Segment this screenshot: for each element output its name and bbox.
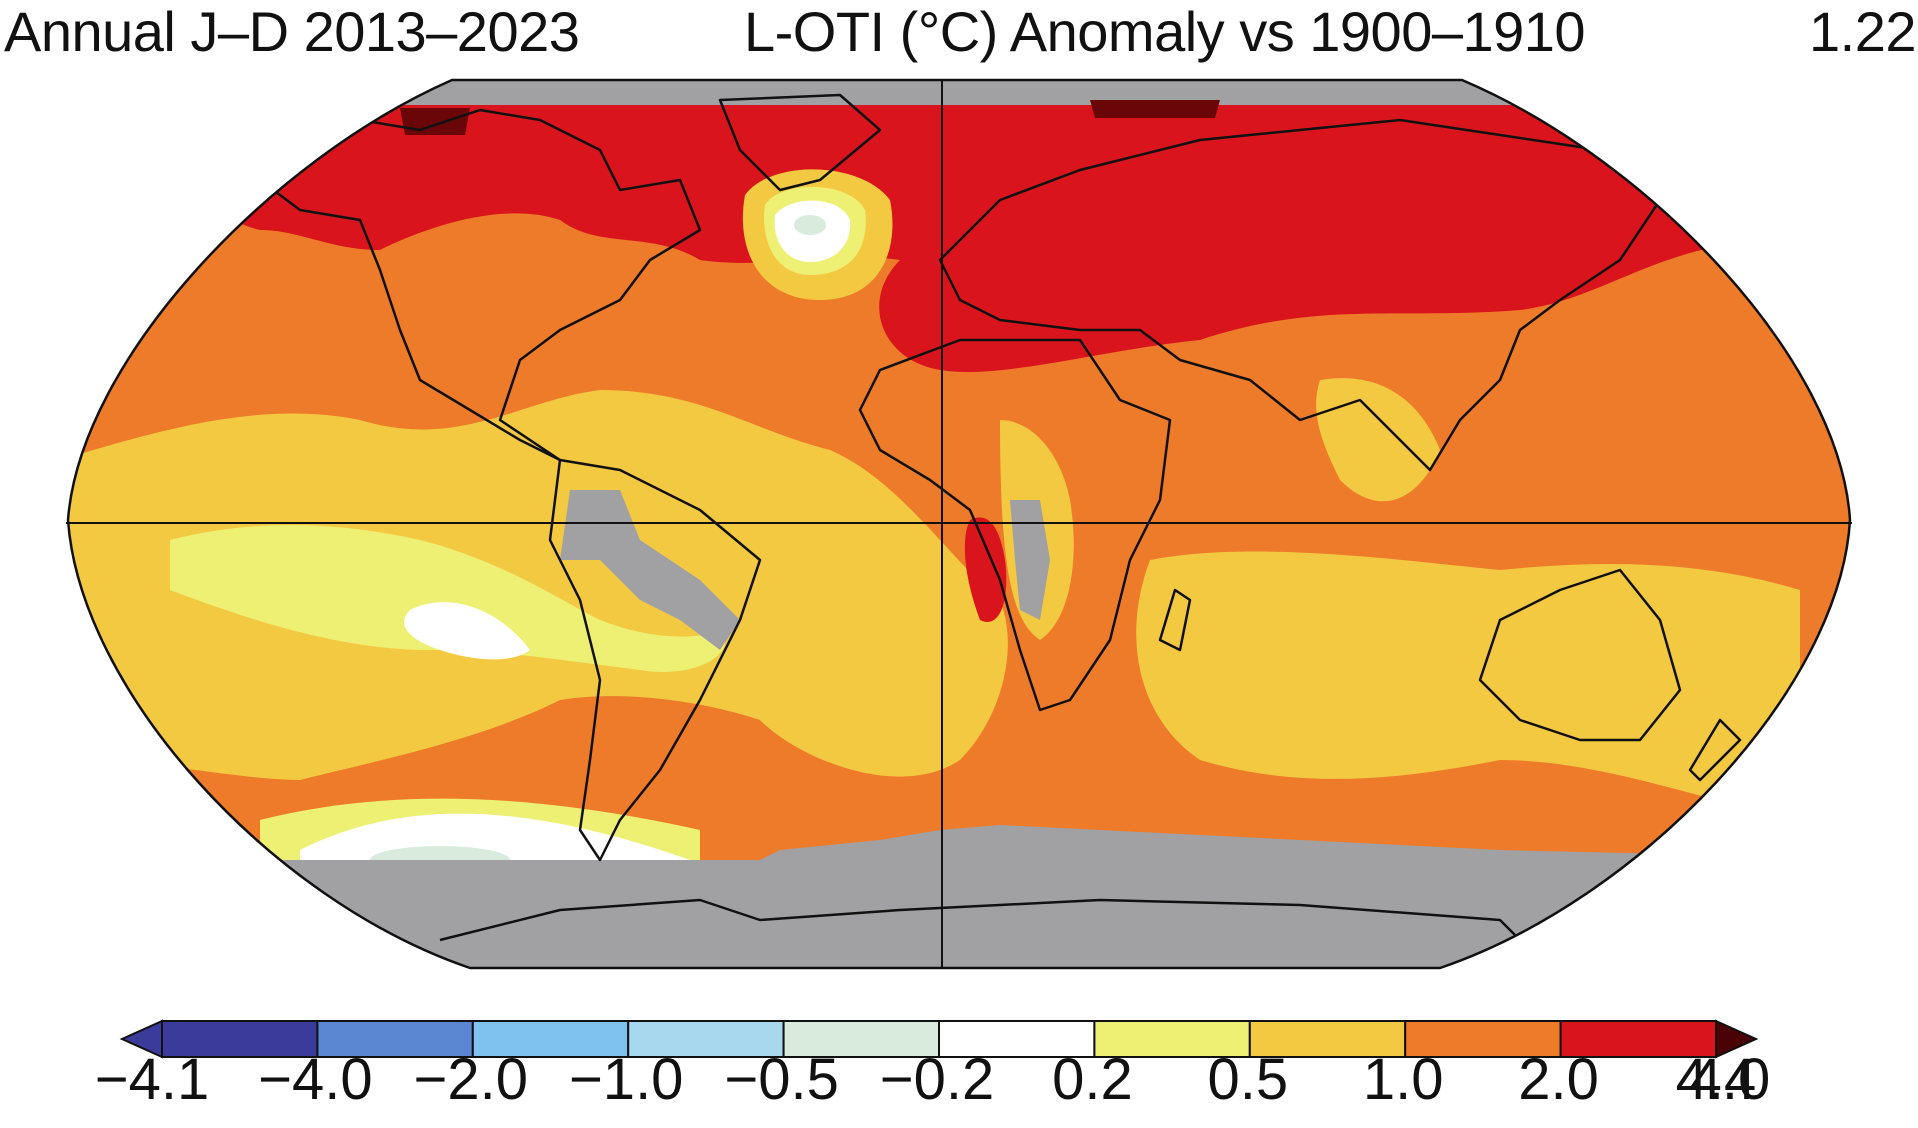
congo-no-data [1010, 500, 1050, 620]
arctic-dark-patch-right [1090, 100, 1220, 118]
coastlines [258, 93, 1742, 942]
central-africa-red [964, 517, 1007, 622]
amazon-no-data [560, 490, 740, 650]
colorbar-tick-label: 1.0 [1362, 1047, 1444, 1112]
colorbar-tick-label: −1.0 [568, 1047, 684, 1112]
north-atlantic-green [794, 215, 826, 235]
colorbar-tick-label: 4.4 [1675, 1047, 1757, 1112]
coastline-greenland [718, 93, 882, 192]
coastline-north-america [258, 108, 702, 462]
arctic-dark-patch-left [400, 108, 470, 135]
colorbar-segment [627, 1020, 785, 1058]
colorbar-tick-label: −2.0 [413, 1047, 529, 1112]
coastline-madagascar [1158, 588, 1192, 652]
coastline-eurasia [938, 118, 1662, 472]
north-red-band [200, 105, 1760, 373]
colorbar-segment [1248, 1020, 1407, 1058]
coastline-south-america [548, 458, 762, 862]
coastline-new-zealand [1688, 718, 1742, 782]
colorbar-segment [782, 1020, 940, 1058]
anomaly-map [66, 78, 1852, 970]
indian-ocean-yellow [1136, 551, 1800, 820]
title-period: Annual J–D 2013–2023 [4, 0, 580, 63]
colorbar-tick-label: −4.0 [258, 1047, 373, 1112]
colorbar-tick-label: 0.2 [1052, 1047, 1133, 1112]
coastline-africa [858, 338, 1172, 712]
colorbar-arrow-high [1715, 1019, 1759, 1059]
pacific-white-patch [404, 602, 530, 660]
colorbar-tick-label: −4.1 [94, 1047, 210, 1112]
antarctic-no-data [68, 825, 1850, 968]
colorbar-segment [1404, 1020, 1562, 1058]
map-title: Annual J–D 2013–2023 L-OTI (°C) Anomaly … [0, 0, 1918, 66]
india-yellow [1316, 378, 1440, 502]
title-global-mean: 1.22 [1809, 0, 1917, 63]
colorbar-tick-label: −0.5 [724, 1047, 839, 1112]
colorbar-tick-label: 2.0 [1518, 1047, 1599, 1112]
title-metric: L-OTI (°C) Anomaly vs 1900–1910 [744, 0, 1586, 63]
colorbar-segment [1559, 1020, 1717, 1058]
coastline-australia [1478, 568, 1682, 742]
colorbar-segment [1093, 1020, 1251, 1058]
pacific-pale-band [170, 525, 726, 672]
colorbar-tick-label: −0.2 [879, 1047, 995, 1112]
coastline-antarctica [439, 898, 1521, 942]
colorbar-tick-label: 0.5 [1207, 1047, 1289, 1112]
colorbar-segment [316, 1020, 474, 1058]
colorbar-tick-label: 4.0 [1689, 1047, 1771, 1112]
colorbar-segment [161, 1020, 319, 1058]
